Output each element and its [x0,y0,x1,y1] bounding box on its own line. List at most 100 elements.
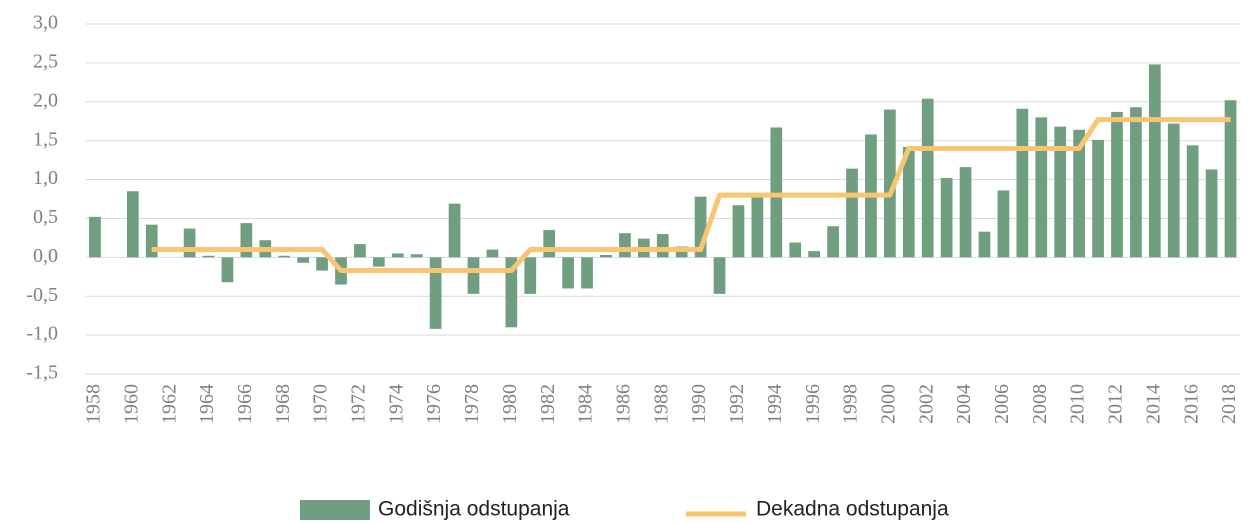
legend-label: Godišnja odstupanja [378,498,570,521]
x-tick-label: 2008 [1029,384,1051,424]
bar [732,205,745,258]
x-tick-label: 2006 [991,384,1013,424]
bar [391,253,404,258]
bar [297,257,310,263]
x-tick-label: 2016 [1180,384,1202,424]
bar [467,257,480,294]
bar [883,109,896,258]
bar [770,127,783,258]
bar [486,249,499,258]
y-tick-label: 0,5 [33,206,58,228]
bar [808,251,821,258]
bar [1054,126,1067,258]
bar [1035,117,1048,258]
y-tick-label: -0,5 [26,284,58,306]
bar [656,234,669,258]
bar [1092,139,1104,258]
x-tick-label: 1972 [348,384,370,424]
x-tick-label: 2012 [1105,384,1127,424]
bar [713,257,726,294]
x-tick-label: 1958 [83,384,105,424]
x-tick-label: 2002 [915,384,937,424]
bar [902,146,915,258]
bar [202,255,215,258]
x-tick-label: 1978 [461,384,483,424]
bar [600,255,612,258]
bar [1073,129,1085,258]
x-tick-label: 1962 [158,384,180,424]
x-tick-label: 1976 [423,384,445,424]
bar [1016,108,1029,258]
x-tick-label: 1974 [385,384,407,424]
bar [1130,107,1142,258]
bar [429,257,442,329]
x-tick-label: 1970 [310,384,332,424]
line [151,117,1231,274]
bar [183,228,196,258]
bar [1186,145,1199,258]
x-tick-label: 1966 [234,384,256,424]
x-tick-label: 1982 [537,384,559,424]
bar [751,197,764,258]
x-tick-label: 1960 [120,384,142,424]
bar [448,203,461,258]
x-tick-label: 1964 [196,384,218,424]
legend-swatch [300,500,370,520]
bar [524,257,537,294]
bar [1111,111,1123,258]
x-tick-label: 2004 [953,384,975,424]
bar [827,226,839,258]
x-tick-label: 1986 [612,384,634,424]
bar [221,257,234,283]
bar [372,257,385,267]
y-tick-label: 0,0 [33,245,58,267]
bar [89,216,101,258]
x-tick-label: 2000 [877,384,899,424]
bar [1224,100,1237,258]
y-tick-label: 1,5 [33,128,58,150]
x-tick-label: 1996 [802,384,824,424]
bar [921,98,934,258]
bar [240,223,253,258]
bar [581,257,593,289]
x-tick-label: 1988 [650,384,672,424]
bar [619,233,631,258]
bar [278,255,291,258]
x-tick-label: 2018 [1218,384,1240,424]
bar [978,231,991,258]
bar [940,178,953,258]
bar [410,254,423,258]
bar [694,196,707,258]
legend-label: Dekadna odstupanja [756,498,949,521]
bar [354,244,366,258]
bar [126,191,139,258]
y-tick-label: -1,5 [26,362,58,384]
x-tick-label: 1990 [688,384,710,424]
bar [959,167,972,258]
x-tick-label: 1992 [726,384,748,424]
bar [1148,64,1161,258]
bar [789,242,802,258]
y-tick-label: -1,0 [26,323,58,345]
x-tick-label: 2010 [1067,384,1089,424]
bar [543,230,556,258]
x-tick-label: 1984 [575,384,597,424]
bar [145,224,158,258]
bar [997,190,1010,258]
bar [562,257,574,289]
x-tick-label: 1968 [272,384,294,424]
y-tick-label: 1,0 [33,167,58,189]
bar [316,257,328,271]
y-tick-label: 2,0 [33,89,58,111]
x-tick-label: 2014 [1142,384,1164,424]
x-tick-label: 1980 [499,384,521,424]
x-tick-label: 1998 [840,384,862,424]
x-tick-label: 1994 [764,384,786,424]
y-tick-label: 3,0 [33,12,58,34]
bar [846,168,858,258]
y-tick-label: 2,5 [33,50,58,72]
bar [505,257,518,328]
bar [1205,169,1218,258]
bar [1167,123,1180,258]
